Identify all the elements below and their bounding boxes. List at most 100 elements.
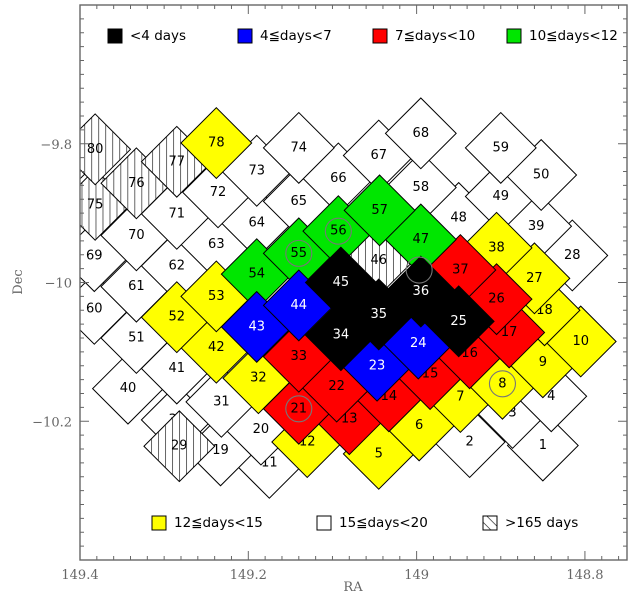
tile-label: 77 <box>169 154 186 169</box>
tile-label: 47 <box>413 232 430 247</box>
tile-label: 52 <box>169 310 186 325</box>
tile-68: 68 <box>384 97 457 170</box>
tile-label: 36 <box>413 284 430 299</box>
tile-square <box>464 111 537 184</box>
legend-label: >165 days <box>505 515 578 531</box>
tiles-layer: 1234111920283031394041484950515859606162… <box>46 97 617 499</box>
tile-label: 24 <box>410 336 427 351</box>
legend-swatch <box>107 28 123 44</box>
tile-label: 34 <box>333 328 350 343</box>
tile-label: 58 <box>413 180 430 195</box>
tile-label: 49 <box>492 189 509 204</box>
tile-square <box>143 410 216 483</box>
tile-label: 22 <box>328 379 345 394</box>
tile-label: 57 <box>371 203 388 218</box>
legend-item-white: 15≦days<20 <box>316 515 428 531</box>
tile-label: 39 <box>528 219 545 234</box>
tile-label: 20 <box>253 422 270 437</box>
legend-label: 10≦days<12 <box>529 28 618 44</box>
y-tick-label: −10.2 <box>32 415 72 430</box>
legend-swatch <box>237 28 253 44</box>
tile-label: 60 <box>86 301 103 316</box>
legend-label: 7≦days<10 <box>395 28 475 44</box>
tile-label: 73 <box>248 163 265 178</box>
tile-label: 2 <box>465 435 473 450</box>
tile-square <box>262 111 335 184</box>
legend-swatch <box>151 515 167 531</box>
legend-item-red: 7≦days<10 <box>372 28 475 44</box>
tile-59: 59 <box>464 111 537 184</box>
tile-label: 50 <box>533 167 550 182</box>
tile-label: 6 <box>415 418 423 433</box>
tile-label: 44 <box>291 298 308 313</box>
tile-label: 62 <box>169 258 186 273</box>
tile-label: 35 <box>370 307 387 322</box>
tile-label: 26 <box>488 292 505 307</box>
tile-label: 48 <box>450 210 467 225</box>
tile-label: 13 <box>341 412 358 427</box>
tile-square <box>384 97 457 170</box>
tile-label: 76 <box>128 176 145 191</box>
tile-label: 8 <box>498 376 506 391</box>
tile-label: 3 <box>508 405 516 420</box>
tile-label: 75 <box>87 197 104 212</box>
tile-label: 4 <box>547 389 555 404</box>
tile-label: 55 <box>291 246 308 261</box>
tile-label: 69 <box>86 249 103 264</box>
tile-78: 78 <box>180 106 253 180</box>
tile-label: 5 <box>375 446 383 461</box>
tile-square <box>384 255 457 328</box>
tile-80: 80 <box>80 113 132 186</box>
tile-square <box>343 174 416 247</box>
tile-label: 32 <box>250 371 267 386</box>
tile-label: 70 <box>128 228 145 243</box>
tile-label: 29 <box>171 439 188 454</box>
tile-label: 41 <box>169 361 186 376</box>
tile-label: 25 <box>450 314 467 329</box>
tile-label: 23 <box>369 358 386 373</box>
tile-label: 53 <box>208 289 225 304</box>
tile-label: 45 <box>333 275 350 290</box>
tile-label: 7 <box>456 389 464 404</box>
y-tick-label: −10 <box>45 277 72 292</box>
tile-label: 33 <box>291 349 308 364</box>
marker-circle <box>285 395 313 423</box>
tile-label: 9 <box>539 355 547 370</box>
tile-label: 31 <box>213 394 230 409</box>
tile-label: 66 <box>330 171 347 186</box>
tile-label: 40 <box>120 381 137 396</box>
tile-label: 79 <box>46 161 63 176</box>
y-tick-label: −9.8 <box>40 138 72 153</box>
tile-label: 19 <box>212 443 229 458</box>
tile-label: 27 <box>526 271 543 286</box>
tile-label: 42 <box>208 340 225 355</box>
tile-label: 38 <box>488 240 505 255</box>
x-tick-label: 148.8 <box>566 568 603 583</box>
tile-label: 63 <box>208 237 225 252</box>
legend-label: <4 days <box>130 28 186 44</box>
legend-item-blue: 4≦days<7 <box>237 28 332 44</box>
legend-swatch <box>482 515 498 531</box>
tile-label: 65 <box>291 194 308 209</box>
legend: <4 days 4≦days<7 7≦days<10 10≦days<12 12≦day… <box>107 28 618 531</box>
tile-label: 17 <box>501 325 518 340</box>
axis-ticks: 149.4 149.2 149 148.8−9.8−10−10.2 <box>32 4 627 583</box>
tile-label: 64 <box>248 215 265 230</box>
tile-29: 29 <box>143 410 216 483</box>
tile-label: 54 <box>248 267 265 282</box>
x-axis-label: RA <box>343 580 363 595</box>
tile-label: 43 <box>248 319 265 334</box>
tile-label: 1 <box>539 438 547 453</box>
tile-label: 59 <box>492 140 509 155</box>
legend-label: 15≦days<20 <box>339 515 428 531</box>
tile-36: 36 <box>384 255 457 328</box>
tile-label: 78 <box>208 136 225 151</box>
legend-swatch <box>372 28 388 44</box>
tile-square <box>304 246 377 319</box>
tile-label: 68 <box>413 126 430 141</box>
legend-item-green: 10≦days<12 <box>506 28 618 44</box>
tile-label: 56 <box>330 224 347 239</box>
tile-label: 72 <box>210 185 227 200</box>
legend-label: 12≦days<15 <box>174 515 263 531</box>
